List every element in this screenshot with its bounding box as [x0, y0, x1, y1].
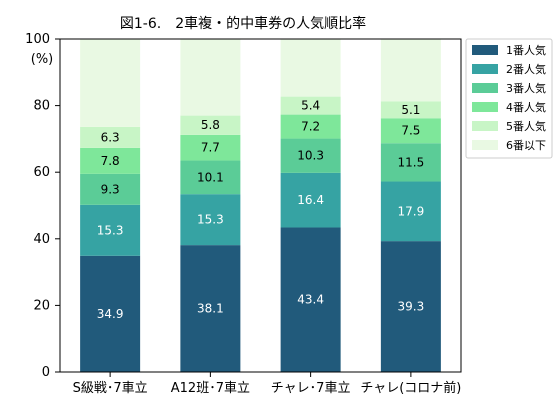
y-axis: 0 20 40 60 80 100	[25, 32, 60, 380]
bar-segment	[180, 160, 241, 195]
bar-value-label: 7.2	[301, 120, 320, 134]
bar-segment	[280, 39, 341, 97]
bar-value-label: 7.7	[201, 141, 220, 155]
bar-value-label: 39.3	[398, 300, 425, 314]
y-tick-label: 80	[33, 99, 50, 114]
bar-value-label: 15.3	[97, 223, 124, 237]
legend-swatch	[472, 45, 498, 55]
bar-segment	[280, 138, 341, 173]
bar-segment	[80, 126, 141, 148]
x-tick-label: チャレ･7車立	[271, 381, 351, 396]
plot-frame	[59, 38, 462, 373]
bar-value-label: 16.4	[297, 193, 324, 207]
bar-value-label: 38.1	[197, 302, 224, 316]
bar-segment	[280, 96, 341, 115]
bar-value-label: 10.1	[197, 170, 224, 184]
bar-segment	[380, 241, 441, 372]
legend-swatch	[472, 83, 498, 93]
bar-value-label: 9.3	[101, 182, 120, 196]
x-tick-label: S級戦･7車立	[73, 381, 148, 396]
x-axis: S級戦･7車立 A12班･7車立 チャレ･7車立 チャレ(コロナ前)	[73, 372, 461, 396]
bar-value-label: 5.8	[201, 118, 220, 132]
bar-segment	[380, 143, 441, 182]
bar-value-label: 5.1	[401, 103, 420, 117]
bar-segment	[80, 147, 141, 174]
bar-segment	[80, 173, 141, 205]
bar-value-label: 15.3	[197, 213, 224, 227]
legend-swatch	[472, 102, 498, 112]
bar-value-label: 10.3	[297, 149, 324, 163]
bar-segment	[380, 39, 441, 102]
y-tick-label: 20	[33, 298, 50, 313]
bar-segment	[180, 245, 241, 372]
y-tick-label: 40	[33, 232, 50, 247]
legend-label: 5番人気	[506, 119, 546, 133]
bar-segment	[380, 181, 441, 242]
bar-segment	[180, 194, 241, 246]
legend-label: 4番人気	[506, 100, 546, 114]
legend-swatch	[472, 140, 498, 150]
y-tick-label: 100	[25, 32, 50, 47]
bar-segment	[80, 39, 141, 127]
legend-swatch	[472, 64, 498, 74]
y-tick-label: 0	[42, 365, 50, 380]
bars-group	[80, 39, 441, 372]
y-axis-unit-label: (%)	[31, 52, 54, 67]
legend-swatch	[472, 121, 498, 131]
legend-label: 6番以下	[506, 139, 546, 152]
bar-value-labels: 34.9 15.3 9.3 7.8 6.3 38.1 15.3 10.1 7.7 5.8 43.4 1…	[97, 99, 424, 321]
legend-label: 2番人気	[506, 62, 546, 76]
bar-segment	[280, 227, 341, 372]
bar-segment	[280, 172, 341, 228]
x-tick-label: チャレ(コロナ前)	[360, 380, 461, 396]
bar-value-label: 7.8	[101, 154, 120, 168]
bar-value-label: 6.3	[101, 130, 120, 144]
bar-value-label: 34.9	[97, 307, 124, 321]
legend-label: 3番人気	[506, 81, 546, 95]
bar-value-label: 7.5	[401, 124, 420, 138]
x-tick-label: A12班･7車立	[171, 381, 250, 396]
bar-segment	[380, 101, 441, 119]
bar-segment	[280, 114, 341, 139]
legend: 1番人気 2番人気 3番人気 4番人気 5番人気 6番以下	[465, 38, 553, 159]
bar-segment	[380, 118, 441, 144]
bar-value-label: 17.9	[398, 204, 425, 218]
bar-value-label: 11.5	[398, 155, 425, 169]
legend-label: 1番人気	[506, 43, 546, 57]
bar-segment	[80, 255, 141, 372]
y-tick-label: 60	[33, 165, 50, 180]
bar-value-label: 43.4	[297, 293, 324, 307]
bar-segment	[180, 39, 241, 116]
chart-title: 図1-6. 2車複・的中車券の人気順比率	[120, 15, 366, 32]
bar-segment	[180, 134, 241, 161]
bar-segment	[180, 115, 241, 135]
bar-segment	[80, 204, 141, 256]
bar-value-label: 5.4	[301, 99, 320, 113]
